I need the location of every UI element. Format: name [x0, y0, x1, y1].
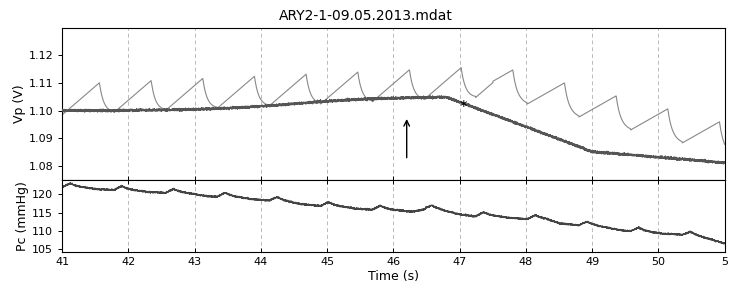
- Text: *: *: [459, 100, 467, 115]
- Y-axis label: Vp (V): Vp (V): [12, 84, 26, 123]
- X-axis label: Time (s): Time (s): [368, 270, 419, 283]
- Y-axis label: Pc (mmHg): Pc (mmHg): [16, 181, 29, 251]
- Text: ARY2-1-09.05.2013.mdat: ARY2-1-09.05.2013.mdat: [279, 9, 453, 23]
